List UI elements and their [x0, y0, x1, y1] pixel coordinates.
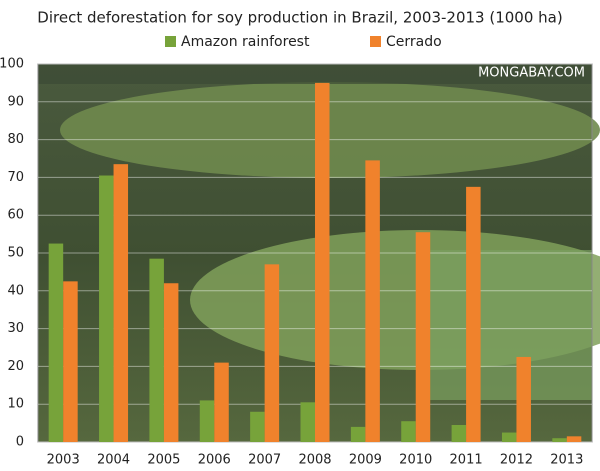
y-tick-label: 0	[16, 435, 24, 450]
y-tick-label: 60	[7, 208, 24, 223]
bar	[99, 175, 114, 442]
bar	[250, 411, 265, 442]
x-tick-label: 2013	[550, 453, 583, 468]
x-tick-label: 2004	[97, 453, 130, 468]
y-tick-label: 80	[7, 132, 24, 147]
bar	[401, 421, 416, 442]
bar	[300, 402, 315, 442]
x-tick-label: 2005	[147, 453, 180, 468]
bar	[264, 264, 280, 442]
bar	[214, 362, 229, 442]
x-tick-label: 2012	[500, 453, 533, 468]
chart-title: Direct deforestation for soy production …	[37, 9, 562, 27]
bar	[466, 186, 481, 442]
bar	[501, 432, 517, 442]
x-tick-label: 2007	[248, 453, 281, 468]
bar	[451, 424, 467, 442]
legend-swatch	[165, 36, 176, 47]
x-tick-label: 2010	[399, 453, 432, 468]
bar	[365, 160, 380, 442]
watermark: MONGABAY.COM	[478, 66, 585, 81]
bar	[350, 426, 366, 442]
bar	[415, 232, 431, 442]
y-tick-label: 30	[7, 321, 24, 336]
x-tick-label: 2008	[298, 453, 331, 468]
y-tick-label: 90	[7, 94, 24, 109]
bar	[149, 258, 164, 442]
y-tick-label: 20	[7, 359, 24, 374]
bar	[552, 438, 567, 442]
y-tick-label: 10	[7, 397, 24, 412]
bar	[315, 82, 330, 443]
bar	[163, 283, 179, 442]
bar	[48, 243, 64, 442]
y-tick-label: 100	[0, 57, 24, 72]
bar	[516, 356, 531, 442]
x-tick-label: 2011	[450, 453, 483, 468]
x-tick-label: 2006	[198, 453, 231, 468]
y-tick-label: 40	[7, 283, 24, 298]
y-tick-label: 50	[7, 246, 24, 261]
bar	[113, 164, 129, 443]
bar	[566, 436, 582, 442]
bar	[63, 281, 78, 442]
bar	[199, 400, 215, 442]
legend-swatch	[370, 36, 381, 47]
y-tick-label: 70	[7, 170, 24, 185]
x-tick-label: 2009	[349, 453, 382, 468]
legend-label: Amazon rainforest	[181, 34, 310, 50]
x-tick-label: 2003	[47, 453, 80, 468]
legend-label: Cerrado	[386, 34, 442, 50]
